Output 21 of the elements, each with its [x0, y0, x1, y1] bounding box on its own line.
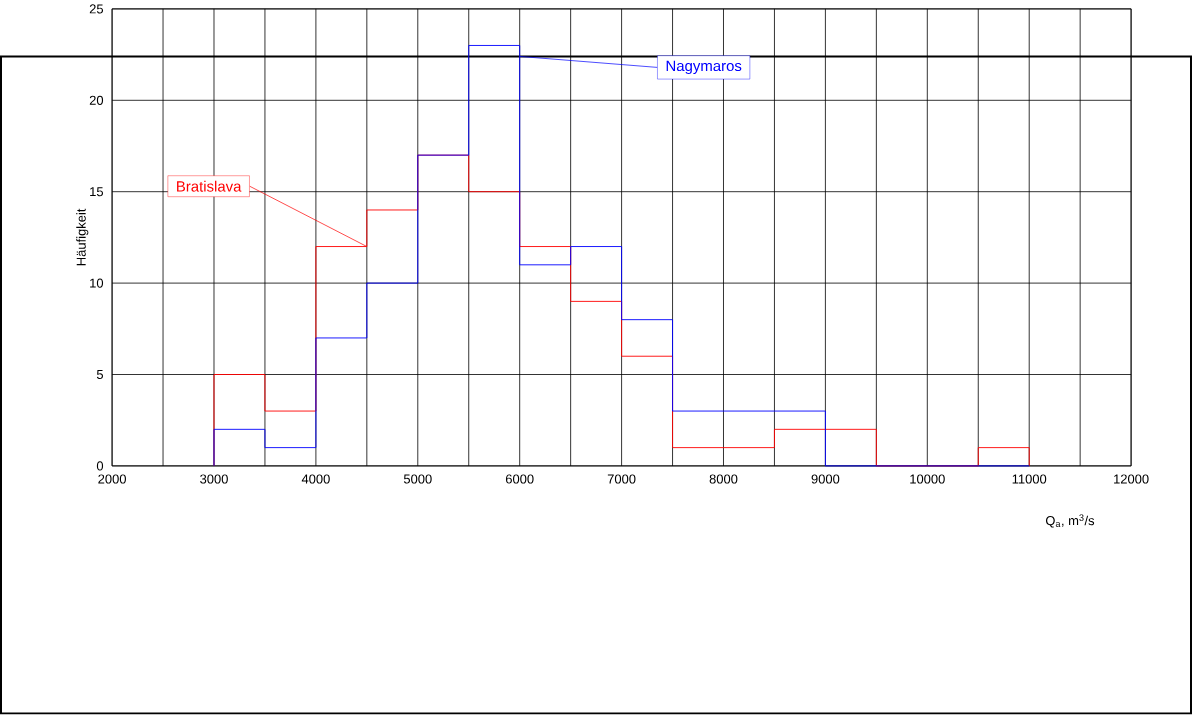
x-tick-label: 11000 [1012, 474, 1047, 484]
y-tick-label: 15 [90, 187, 104, 197]
x-axis-title: Q$_{a}$, m$^{3}$/s [1045, 514, 1095, 528]
x-tick-label: 5000 [403, 474, 432, 484]
y-tick-label: 5 [96, 370, 104, 380]
x-tick-label: 9000 [811, 474, 840, 484]
x-tick-label: 6000 [505, 474, 534, 484]
y-axis-title: Häufigkeit [76, 208, 89, 266]
y-tick-label: 10 [90, 278, 104, 288]
x-tick-label: 10000 [910, 474, 945, 484]
y-tick-label: 0 [96, 461, 104, 471]
x-tick-label: 8000 [709, 474, 738, 484]
x-tick-label: 3000 [200, 474, 228, 484]
x-tick-label: 2000 [98, 474, 126, 484]
x-tick-label: 7000 [607, 474, 636, 484]
text: Bratislava [177, 180, 242, 192]
text: Nagymaros [666, 60, 742, 75]
x-tick-label: 12000 [1114, 474, 1149, 484]
y-tick-label: 20 [89, 95, 104, 106]
x-tick-label: 4000 [301, 474, 330, 484]
y-tick-label: 25 [89, 4, 104, 14]
